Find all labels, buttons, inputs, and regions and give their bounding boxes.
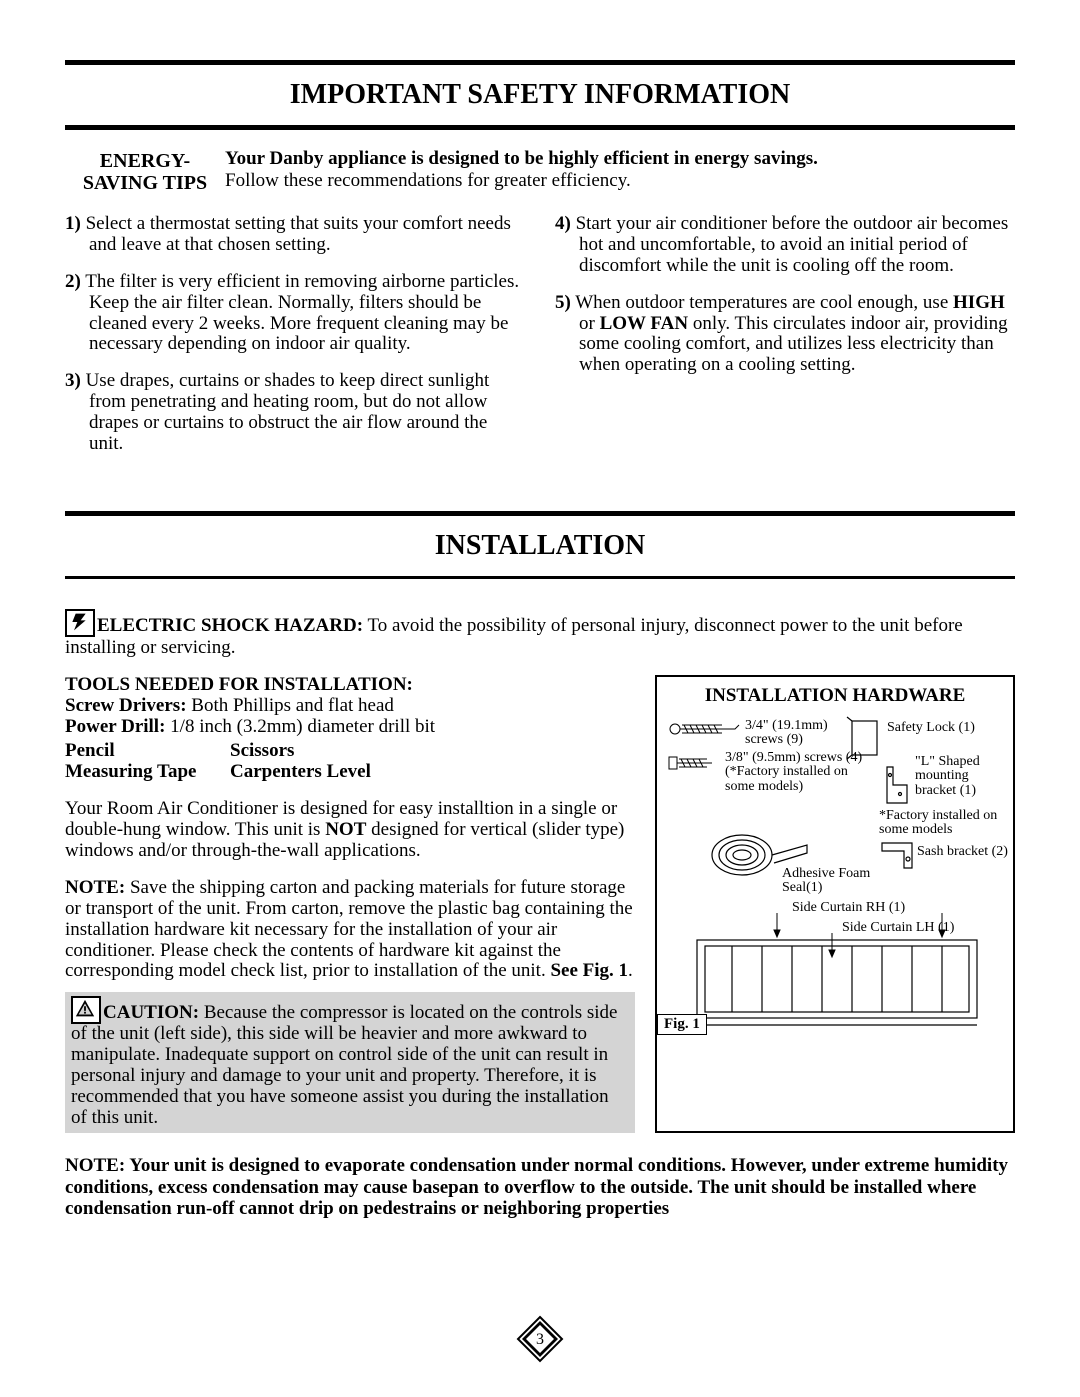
tools-heading: TOOLS NEEDED FOR INSTALLATION: [65, 674, 413, 695]
tip-num: 5) [555, 292, 571, 313]
divider [65, 60, 1015, 65]
hw-label-lbracket: "L" Shaped mounting bracket (1) [915, 755, 1005, 799]
tip-text: The filter is very efficient in removing… [85, 271, 519, 355]
hardware-figure: INSTALLATION HARDWARE [655, 675, 1015, 1133]
tips-label-line2: SAVING TIPS [83, 172, 207, 194]
hw-label-screw38: 3/8" (9.5mm) screws (4) (*Factory instal… [725, 751, 865, 795]
shock-warning: ELECTRIC SHOCK HAZARD: To avoid the poss… [65, 609, 1015, 659]
safety-heading: IMPORTANT SAFETY INFORMATION [65, 79, 1015, 111]
tip-4: 4) Start your air conditioner before the… [555, 214, 1015, 277]
tool-label: Pencil [65, 740, 115, 761]
caution-box: CAUTION: Because the compressor is locat… [65, 992, 635, 1132]
shock-label: ELECTRIC SHOCK HAZARD: [97, 615, 363, 636]
caution-label: CAUTION: [103, 1002, 199, 1023]
note-label: NOTE: [65, 877, 125, 898]
tool-label: Scissors [230, 740, 294, 761]
tip-text: Select a thermostat setting that suits y… [86, 213, 511, 255]
tips-intro-rest: Follow these recommendations for greater… [225, 170, 631, 191]
tip-bold: LOW FAN [600, 313, 689, 334]
tip-text: When outdoor temperatures are cool enoug… [575, 292, 953, 313]
hw-label-curtain-lh: Side Curtain LH (1) [842, 921, 954, 936]
tip-text: Use drapes, curtains or shades to keep d… [86, 370, 490, 454]
install-note: NOTE: Save the shipping carton and packi… [65, 878, 635, 982]
hw-label-foam: Adhesive Foam Seal(1) [782, 867, 872, 896]
note-text: Save the shipping carton and packing mat… [65, 877, 633, 982]
tip-num: 1) [65, 213, 81, 234]
tips-intro: Your Danby appliance is designed to be h… [225, 148, 1015, 194]
tip-num: 3) [65, 370, 81, 391]
final-note: NOTE: Your unit is designed to evaporate… [65, 1155, 1015, 1221]
tip-2: 2) The filter is very efficient in remov… [65, 272, 525, 356]
tip-5: 5) When outdoor temperatures are cool en… [555, 293, 1015, 377]
install-left-col: TOOLS NEEDED FOR INSTALLATION: Screw Dri… [65, 675, 635, 1133]
tip-text: or [579, 313, 600, 334]
tool-label: Power Drill: [65, 716, 165, 737]
hw-label-curtain-rh: Side Curtain RH (1) [792, 901, 905, 916]
page-number-text: 3 [536, 1331, 544, 1348]
hw-label-factory: *Factory installed on some models [879, 809, 1009, 838]
figure-label: Fig. 1 [657, 1014, 707, 1035]
note-fig: See Fig. 1 [550, 960, 628, 981]
tips-label-line1: ENERGY- [100, 150, 190, 172]
tip-num: 2) [65, 271, 81, 292]
install-para1: Your Room Air Conditioner is designed fo… [65, 799, 635, 862]
tool-val: 1/8 inch (3.2mm) diameter drill bit [165, 716, 435, 737]
tool-val: Both Phillips and flat head [187, 695, 394, 716]
tip-1: 1) Select a thermostat setting that suit… [65, 214, 525, 256]
divider [65, 125, 1015, 130]
energy-tips-label: ENERGY- SAVING TIPS [65, 148, 225, 194]
tool-label: Measuring Tape [65, 761, 196, 782]
divider [65, 511, 1015, 516]
tip-num: 4) [555, 213, 571, 234]
page-number-ornament: 3 [512, 1315, 568, 1363]
hardware-title: INSTALLATION HARDWARE [657, 685, 1013, 707]
tool-label: Carpenters Level [230, 761, 371, 782]
divider [65, 576, 1015, 579]
caution-icon [71, 996, 101, 1024]
tips-intro-bold: Your Danby appliance is designed to be h… [225, 148, 818, 169]
tip-bold: HIGH [953, 292, 1005, 313]
hw-label-sash: Sash bracket (2) [917, 845, 1008, 860]
tips-col-right: 4) Start your air conditioner before the… [555, 214, 1015, 471]
para-bold: NOT [325, 819, 366, 840]
tip-3: 3) Use drapes, curtains or shades to kee… [65, 371, 525, 455]
shock-icon [65, 609, 95, 637]
hw-label-safetylock: Safety Lock (1) [887, 721, 975, 736]
tip-text: Start your air conditioner before the ou… [576, 213, 1009, 276]
tool-label: Screw Drivers: [65, 695, 187, 716]
tips-col-left: 1) Select a thermostat setting that suit… [65, 214, 525, 471]
hw-label-screw34: 3/4" (19.1mm) screws (9) [745, 719, 845, 748]
installation-heading: INSTALLATION [65, 530, 1015, 562]
